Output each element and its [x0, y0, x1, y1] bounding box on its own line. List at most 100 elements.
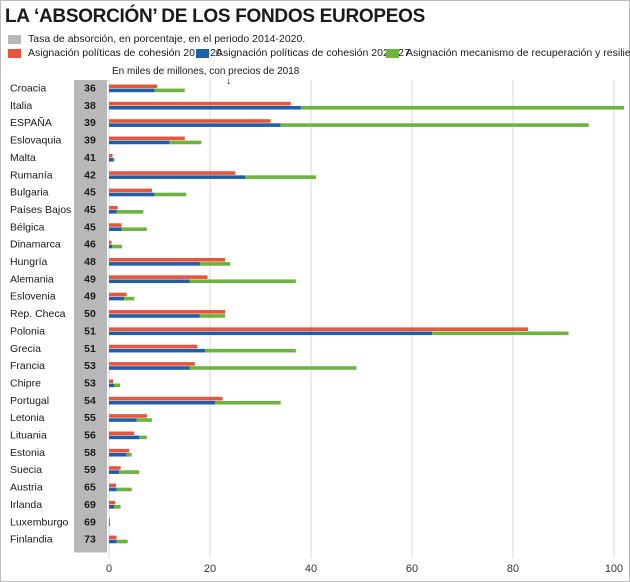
category-label: ESPAÑA — [10, 116, 52, 129]
category-label: Bélgica — [10, 221, 45, 233]
bar-recovery — [204, 348, 296, 353]
category-label: Chipre — [10, 377, 41, 389]
bar-cohesion-2021 — [109, 262, 200, 266]
bar-recovery — [126, 452, 132, 457]
bar-recovery — [114, 383, 121, 388]
bar-recovery — [432, 331, 569, 336]
bar-cohesion-2021 — [109, 88, 155, 93]
bar-cohesion-2021 — [109, 123, 281, 127]
bar-recovery — [169, 140, 202, 145]
absorption-value: 36 — [84, 83, 96, 95]
bar-recovery — [112, 244, 123, 249]
bar-recovery — [121, 227, 147, 231]
bar-recovery — [199, 314, 226, 318]
category-label: Polonia — [10, 325, 45, 337]
absorption-value: 39 — [84, 117, 96, 129]
category-label: Países Bajos — [10, 204, 71, 216]
x-tick-label: 0 — [106, 563, 112, 575]
absorption-value: 42 — [84, 169, 96, 181]
bar-cohesion-2014 — [109, 483, 117, 488]
category-label: Luxemburgo — [10, 516, 69, 528]
bar-recovery — [116, 539, 128, 544]
bar-cohesion-2021 — [109, 383, 115, 388]
legend-item-absorption: Tasa de absorción, en porcentaje, en el … — [8, 33, 305, 45]
bar-cohesion-2014 — [109, 518, 110, 522]
bar-cohesion-2014 — [109, 188, 152, 193]
absorption-value: 53 — [84, 377, 96, 389]
bar-cohesion-2021 — [109, 505, 115, 509]
legend-swatch-recovery — [386, 48, 399, 58]
legend-item-cohesion-2021: Asignación políticas de cohesión 2021-27 — [196, 47, 410, 59]
bar-cohesion-2021 — [109, 452, 127, 457]
bar-recovery — [114, 505, 121, 509]
category-label: Hungría — [10, 256, 48, 268]
bar-cohesion-2014 — [109, 379, 114, 384]
down-arrow-icon: ↓ — [226, 76, 231, 87]
category-label: Portugal — [10, 395, 49, 407]
units-note: En miles de millones, con precios de 201… — [112, 66, 300, 77]
legend-swatch-cohesion-2014 — [8, 48, 21, 58]
bar-cohesion-2021 — [109, 470, 120, 474]
bar-cohesion-2014 — [109, 466, 121, 470]
chart-title: LA ‘ABSORCIÓN’ DE LOS FONDOS EUROPEOS — [5, 6, 425, 27]
category-label: Grecia — [10, 343, 41, 355]
bar-recovery — [154, 88, 185, 93]
bar-cohesion-2014 — [109, 258, 226, 262]
legend-item-recovery: Asignación mecanismo de recuperación y r… — [386, 47, 630, 59]
category-label: Irlanda — [10, 499, 42, 511]
bar-cohesion-2021 — [109, 487, 117, 492]
bar-recovery — [199, 262, 231, 266]
absorption-value: 73 — [84, 534, 96, 546]
bar-cohesion-2021 — [109, 539, 117, 544]
absorption-value: 58 — [84, 447, 96, 459]
bar-recovery — [154, 192, 187, 197]
category-label: Finlandia — [10, 534, 53, 546]
x-tick-label: 60 — [406, 563, 418, 575]
legend-label-recovery: Asignación mecanismo de recuperación y r… — [406, 47, 630, 59]
absorption-value: 54 — [84, 395, 96, 407]
bar-recovery — [116, 210, 144, 214]
category-label: Italia — [10, 100, 32, 112]
bar-cohesion-2021 — [109, 192, 155, 197]
absorption-value: 69 — [84, 516, 96, 528]
bar-recovery — [189, 366, 357, 370]
category-label: Suecia — [10, 464, 42, 476]
category-label: Eslovaquia — [10, 135, 62, 147]
bar-recovery — [300, 105, 625, 110]
absorption-value: 45 — [84, 204, 96, 216]
bar-cohesion-2014 — [109, 84, 157, 89]
bar-cohesion-2014 — [109, 119, 271, 123]
bar-cohesion-2021 — [109, 105, 301, 110]
category-label: Estonia — [10, 447, 45, 459]
bar-cohesion-2014 — [109, 448, 130, 453]
category-label: Bulgaria — [10, 187, 49, 199]
legend-swatch-cohesion-2021 — [196, 48, 209, 58]
absorption-value: 69 — [84, 499, 96, 511]
absorption-value: 50 — [84, 308, 96, 320]
absorption-column — [74, 80, 107, 553]
bar-recovery — [116, 487, 132, 492]
bar-cohesion-2021 — [109, 158, 114, 162]
absorption-value: 48 — [84, 256, 96, 268]
bar-cohesion-2014 — [109, 535, 117, 540]
bar-recovery — [119, 470, 140, 474]
bar-recovery — [136, 418, 152, 422]
absorption-value: 56 — [84, 430, 96, 442]
bar-cohesion-2014 — [109, 431, 135, 436]
bar-cohesion-2021 — [109, 331, 433, 336]
bar-recovery — [109, 522, 111, 526]
bar-cohesion-2014 — [109, 223, 122, 227]
bar-cohesion-2014 — [109, 327, 529, 331]
absorption-value: 45 — [84, 187, 96, 199]
absorption-value: 59 — [84, 464, 96, 476]
category-label: Letonia — [10, 412, 45, 424]
x-tick-label: 100 — [605, 563, 623, 575]
bar-cohesion-2021 — [109, 366, 190, 370]
bar-cohesion-2014 — [109, 362, 195, 366]
bar-cohesion-2021 — [109, 400, 216, 405]
category-label: Lituania — [10, 430, 47, 442]
bar-cohesion-2021 — [109, 175, 246, 179]
legend-item-cohesion-2014: Asignación políticas de cohesión 2014-20 — [8, 47, 222, 59]
category-label: Eslovenia — [10, 291, 56, 303]
